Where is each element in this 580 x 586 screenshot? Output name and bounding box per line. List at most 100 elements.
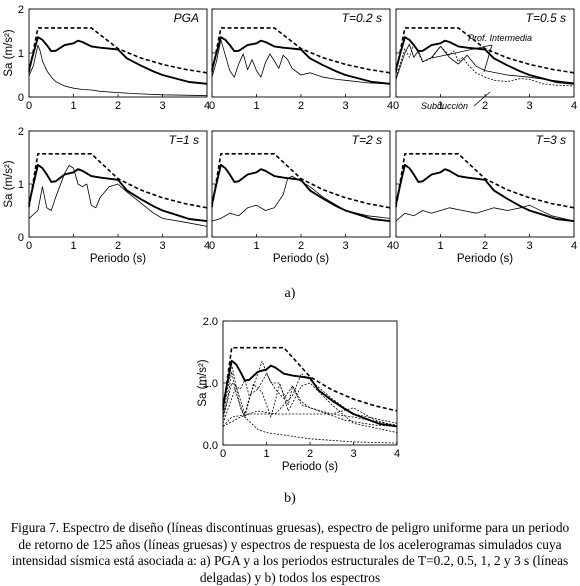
x-tick-label: 0 <box>393 240 399 252</box>
series-group <box>395 153 575 223</box>
panel-title: T=2 s <box>352 133 382 147</box>
figure-caption: Figura 7. Espectro de diseño (líneas dis… <box>10 520 570 585</box>
series-group <box>211 153 391 223</box>
series-group <box>222 346 398 444</box>
x-tick-label: 2 <box>115 240 121 252</box>
x-tick-label: 1 <box>253 100 259 112</box>
series-line-pga <box>28 44 208 97</box>
series-group <box>395 27 575 87</box>
x-axis-label: Periodo (s) <box>457 253 513 265</box>
plot-frame <box>395 130 575 238</box>
x-tick-label: 0 <box>209 240 215 252</box>
x-tick-label: 3 <box>526 240 532 252</box>
x-tick-label: 0 <box>393 100 399 112</box>
x-tick-label: 4 <box>571 100 577 112</box>
panel-title: T=0.2 s <box>342 11 382 25</box>
series-line-t-2-s <box>211 175 391 222</box>
x-tick-label: 2 <box>482 100 488 112</box>
series-line-pga <box>222 371 398 444</box>
series-line-espectro-de-dise-o <box>28 27 208 74</box>
x-tick-label: 3 <box>342 240 348 252</box>
x-tick-label: 1 <box>70 240 76 252</box>
x-tick-label: 1 <box>263 448 269 460</box>
series-line-espectro-de-peligro-uniforme <box>28 163 208 223</box>
annotation-prof-intermedia: Prof. Intermedia <box>468 33 532 43</box>
x-tick-label: 1 <box>437 100 443 112</box>
plot-frame <box>28 8 208 98</box>
chart-panel-5: 0 1 2 3 4 T=2 s Periodo (s) <box>209 130 393 265</box>
x-tick-label: 4 <box>204 240 210 252</box>
y-tick-label: 1 <box>18 179 24 191</box>
series-group <box>28 27 208 97</box>
series-line-t-0-2-s <box>222 363 398 427</box>
x-tick-label: 1 <box>253 240 259 252</box>
chart-panel-6: 0 1 2 3 4 T=3 s Periodo (s) <box>393 130 577 265</box>
chart-panel-2: 0 1 2 3 4 T=0.2 s <box>209 8 393 112</box>
series-line-t-1-s <box>222 360 398 433</box>
x-tick-label: 1 <box>437 240 443 252</box>
series-line-t-0-2-s <box>211 39 391 85</box>
x-tick-label: 0 <box>26 240 32 252</box>
x-axis-label: Periodo (s) <box>90 253 146 265</box>
series-group <box>28 153 208 227</box>
x-axis-label: Periodo (s) <box>273 253 329 265</box>
panel-title: T=0.5 s <box>526 11 566 25</box>
series-line-t-1-s <box>28 164 208 227</box>
x-tick-label: 2 <box>307 448 313 460</box>
x-tick-label: 4 <box>394 448 400 460</box>
series-line-espectro-de-dise-o <box>211 27 391 74</box>
series-line-t-2-s <box>222 373 398 427</box>
x-axis-label: Periodo (s) <box>282 461 338 473</box>
y-tick-label: 2 <box>18 126 24 138</box>
panel-title: T=3 s <box>536 133 566 147</box>
y-tick-label: 1.0 <box>203 378 218 390</box>
series-line-espectro-de-dise-o <box>395 153 575 209</box>
x-tick-label: 4 <box>387 100 393 112</box>
series-line-espectro-de-peligro-uniforme <box>395 163 575 223</box>
y-axis-label: Sa (m/s²) <box>3 160 15 207</box>
series-line-espectro-de-peligro-uniforme <box>211 36 391 85</box>
series-line-espectro-de-dise-o <box>28 153 208 209</box>
x-tick-label: 2 <box>115 100 121 112</box>
panel-title: PGA <box>174 11 199 25</box>
x-tick-label: 4 <box>387 240 393 252</box>
y-tick-label: 1 <box>18 48 24 60</box>
y-axis-label: Sa (m/s²) <box>3 29 15 76</box>
series-line-espectro-de-dise-o <box>222 346 398 412</box>
series-line-espectro-de-peligro-uniforme <box>222 359 398 428</box>
x-tick-label: 2 <box>482 240 488 252</box>
chart-panel-1: 0 1 2 3 4 0 1 2 PGA Sa (m/s²) <box>3 4 210 112</box>
series-line-prof-intermedia <box>395 43 575 84</box>
series-line-espectro-de-dise-o <box>211 153 391 209</box>
x-tick-label: 1 <box>70 100 76 112</box>
x-tick-label: 2 <box>298 100 304 112</box>
x-tick-label: 3 <box>159 240 165 252</box>
y-tick-label: 2 <box>18 4 24 16</box>
chart-panel-4: 0 1 2 3 4 0 1 2 T=1 s Periodo (s) Sa (m/s²) <box>3 126 210 265</box>
x-tick-label: 3 <box>350 448 356 460</box>
x-tick-label: 3 <box>526 100 532 112</box>
chart-panel-3: 0 1 2 3 4 T=0.5 s <box>393 8 577 112</box>
x-tick-label: 2 <box>298 240 304 252</box>
y-tick-label: 0 <box>18 232 24 244</box>
chart-panel-7: 0 1 2 3 4 0.0 1.0 2.0 Periodo (s) Sa (m/s²) <box>197 316 400 473</box>
y-axis-label: Sa (m/s²) <box>197 359 209 406</box>
plot-frame <box>211 130 391 238</box>
annotations: Prof. Intermedia Subducción <box>421 33 532 111</box>
plot-frame <box>222 320 398 446</box>
x-tick-label: 0 <box>220 448 226 460</box>
x-tick-label: 4 <box>204 100 210 112</box>
y-tick-label: 0.0 <box>203 440 218 452</box>
annotation-arrow-sub <box>473 91 491 107</box>
x-tick-label: 0 <box>209 100 215 112</box>
x-tick-label: 3 <box>342 100 348 112</box>
sublabel-a: a) <box>285 286 296 301</box>
series-group <box>211 27 391 85</box>
annotation-subduccion: Subducción <box>421 101 468 111</box>
y-tick-label: 2.0 <box>203 316 218 328</box>
series-line-espectro-de-dise-o <box>395 27 575 74</box>
series-line-t-3-s <box>395 204 575 222</box>
annotation-arrow-prof <box>483 44 493 73</box>
